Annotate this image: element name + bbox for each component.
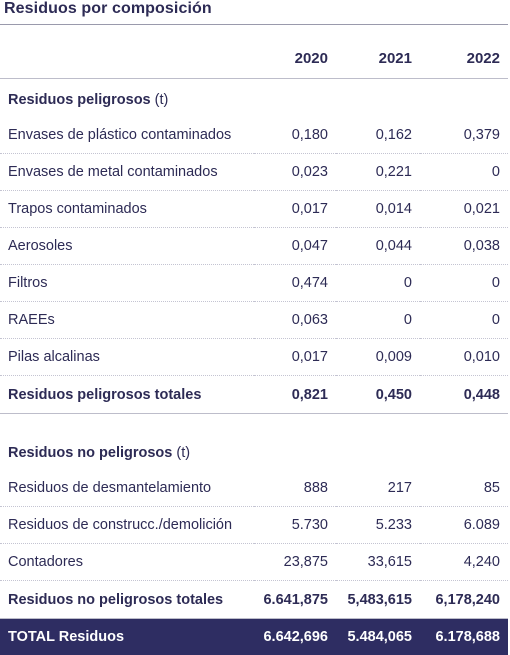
row-label: Pilas alcalinas [0,339,254,376]
grand-total-row: TOTAL Residuos 6.642,696 5.484,065 6.178… [0,619,508,655]
cell-value: 0,221 [336,154,420,191]
cell-value: 0 [420,265,508,302]
subtotal-value: 0,450 [336,376,420,414]
section-spacer [0,414,508,433]
section-unit: (t) [176,445,190,461]
cell-value: 0 [420,302,508,339]
cell-value: 0,017 [254,191,336,228]
header-blank [0,38,254,79]
cell-value: 0,474 [254,265,336,302]
section-hazardous: Residuos peligrosos (t) [0,79,508,118]
subtotal-row-hazardous: Residuos peligrosos totales 0,821 0,450 … [0,376,508,414]
table-row: Residuos de desmantelamiento 888 217 85 [0,470,508,507]
cell-value: 0,063 [254,302,336,339]
row-label: Trapos contaminados [0,191,254,228]
table-row: Envases de plástico contaminados 0,180 0… [0,117,508,154]
section-unit: (t) [155,92,169,108]
grand-total-value: 6.642,696 [254,619,336,655]
cell-value: 0,180 [254,117,336,154]
header-row: 2020 2021 2022 [0,38,508,79]
cell-value: 5.233 [336,507,420,544]
section-title: Residuos no peligrosos (t) [0,432,508,470]
section-non-hazardous: Residuos no peligrosos (t) [0,432,508,470]
subtotal-value: 6.641,875 [254,581,336,619]
table-row: Pilas alcalinas 0,017 0,009 0,010 [0,339,508,376]
cell-value: 4,240 [420,544,508,581]
row-label: Contadores [0,544,254,581]
grand-total-label: TOTAL Residuos [0,619,254,655]
spacer-cell [0,414,508,433]
column-header: 2020 [254,38,336,79]
title-divider [0,24,508,25]
section-label: Residuos peligrosos [8,92,151,108]
subtotal-value: 6,178,240 [420,581,508,619]
column-header: 2022 [420,38,508,79]
cell-value: 6.089 [420,507,508,544]
row-label: RAEEs [0,302,254,339]
grand-total-value: 5.484,065 [336,619,420,655]
section-title: Residuos peligrosos (t) [0,79,508,118]
column-header: 2021 [336,38,420,79]
subtotal-row-non-hazardous: Residuos no peligrosos totales 6.641,875… [0,581,508,619]
row-label: Envases de plástico contaminados [0,117,254,154]
row-label: Aerosoles [0,228,254,265]
cell-value: 217 [336,470,420,507]
cell-value: 23,875 [254,544,336,581]
waste-table: 2020 2021 2022 Residuos peligrosos (t) E… [0,38,508,655]
subtotal-label: Residuos no peligrosos totales [0,581,254,619]
cell-value: 0,038 [420,228,508,265]
table-row: RAEEs 0,063 0 0 [0,302,508,339]
subtotal-value: 0,821 [254,376,336,414]
cell-value: 0,047 [254,228,336,265]
cell-value: 33,615 [336,544,420,581]
page-title: Residuos por composición [4,0,212,18]
table-row: Filtros 0,474 0 0 [0,265,508,302]
subtotal-value: 5,483,615 [336,581,420,619]
cell-value: 5.730 [254,507,336,544]
cell-value: 0,379 [420,117,508,154]
table-row: Envases de metal contaminados 0,023 0,22… [0,154,508,191]
row-label: Envases de metal contaminados [0,154,254,191]
grand-total-value: 6.178,688 [420,619,508,655]
cell-value: 0,021 [420,191,508,228]
cell-value: 0,010 [420,339,508,376]
table-row: Contadores 23,875 33,615 4,240 [0,544,508,581]
cell-value: 0,023 [254,154,336,191]
section-label: Residuos no peligrosos [8,445,172,461]
cell-value: 0,014 [336,191,420,228]
subtotal-value: 0,448 [420,376,508,414]
row-label: Residuos de desmantelamiento [0,470,254,507]
cell-value: 0 [336,302,420,339]
table-row: Trapos contaminados 0,017 0,014 0,021 [0,191,508,228]
table-row: Residuos de construcc./demolición 5.730 … [0,507,508,544]
cell-value: 0 [336,265,420,302]
cell-value: 0,044 [336,228,420,265]
cell-value: 0,009 [336,339,420,376]
cell-value: 0,017 [254,339,336,376]
cell-value: 888 [254,470,336,507]
cell-value: 0 [420,154,508,191]
row-label: Residuos de construcc./demolición [0,507,254,544]
row-label: Filtros [0,265,254,302]
table-row: Aerosoles 0,047 0,044 0,038 [0,228,508,265]
cell-value: 0,162 [336,117,420,154]
subtotal-label: Residuos peligrosos totales [0,376,254,414]
cell-value: 85 [420,470,508,507]
